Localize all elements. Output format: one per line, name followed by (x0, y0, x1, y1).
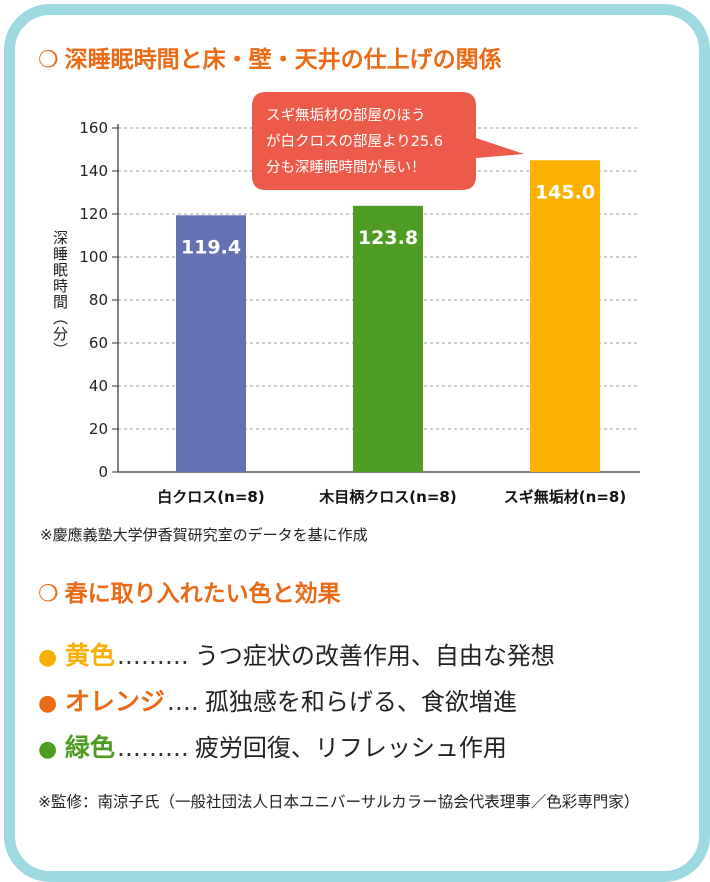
x-category-label: 白クロス(n=8) (157, 488, 264, 506)
y-tick-label: 20 (89, 420, 108, 438)
y-tick-label: 140 (79, 162, 108, 180)
y-tick-label: 60 (89, 334, 108, 352)
y-tick-label: 160 (79, 119, 108, 137)
y-tick-label: 120 (79, 205, 108, 223)
bar-value-label: 145.0 (535, 181, 595, 203)
y-tick-label: 80 (89, 291, 108, 309)
callout-text: が白クロスの部屋より25.6 (266, 133, 443, 150)
chart-title-text: 深睡眠時間と床・壁・天井の仕上げの関係 (64, 47, 502, 73)
color-effect-item: ● 黄色……… うつ症状の改善作用、自由な発想 (38, 636, 555, 672)
callout-text: スギ無垢材の部屋のほう (266, 107, 426, 124)
bar (530, 160, 600, 472)
colors-title-text: 春に取り入れたい色と効果 (64, 581, 341, 607)
leader-dots: ……… (116, 642, 189, 670)
x-category-label: スギ無垢材(n=8) (504, 488, 626, 506)
bar (176, 215, 246, 473)
leader-dots: ‥‥ (166, 688, 199, 716)
callout-text: 分も深睡眠時間が長い！ (266, 159, 426, 176)
color-effect: 孤独感を和らげる、食欲増進 (204, 688, 517, 716)
callout-bubble (252, 92, 524, 190)
chart-section-title: ❍ 深睡眠時間と床・壁・天井の仕上げの関係 (38, 40, 502, 74)
color-effect-item: ● オレンジ‥‥ 孤独感を和らげる、食欲増進 (38, 682, 517, 718)
y-tick-label: 100 (79, 248, 108, 266)
y-tick-label: 40 (89, 377, 108, 395)
yellow-dot-icon: ● (38, 645, 58, 670)
y-axis-label: 深睡眠時間（分） (51, 230, 69, 358)
color-name: 緑色 (64, 733, 115, 762)
color-name: オレンジ (64, 687, 165, 716)
bar-value-label: 119.4 (181, 236, 241, 258)
x-category-label: 木目柄クロス(n=8) (318, 488, 456, 506)
source-note: ※慶應義塾大学伊香賀研究室のデータを基に作成 (40, 526, 368, 544)
green-dot-icon: ● (38, 737, 58, 762)
leader-dots: ……… (116, 734, 189, 762)
supervision-note: ※監修：南涼子氏（一般社団法人日本ユニバーサルカラー協会代表理事／色彩専門家） (38, 793, 640, 811)
color-effect-item: ● 緑色……… 疲労回復、リフレッシュ作用 (38, 728, 507, 764)
orange-dot-icon: ● (38, 691, 58, 716)
y-tick-label: 0 (98, 463, 108, 481)
bar-chart: 0 20 40 60 80 100 120 140 160 深睡眠時間（分） 119.4 白クロス(n… (51, 92, 640, 506)
color-effect: 疲労回復、リフレッシュ作用 (194, 734, 507, 762)
color-name: 黄色 (64, 641, 115, 670)
color-effect: うつ症状の改善作用、自由な発想 (194, 642, 555, 670)
bar (353, 205, 423, 472)
colors-section-title: ❍ 春に取り入れたい色と効果 (38, 574, 341, 608)
bar-value-label: 123.8 (358, 227, 418, 249)
circle-bullet-icon: ❍ (38, 47, 59, 73)
circle-bullet-icon: ❍ (38, 581, 59, 607)
